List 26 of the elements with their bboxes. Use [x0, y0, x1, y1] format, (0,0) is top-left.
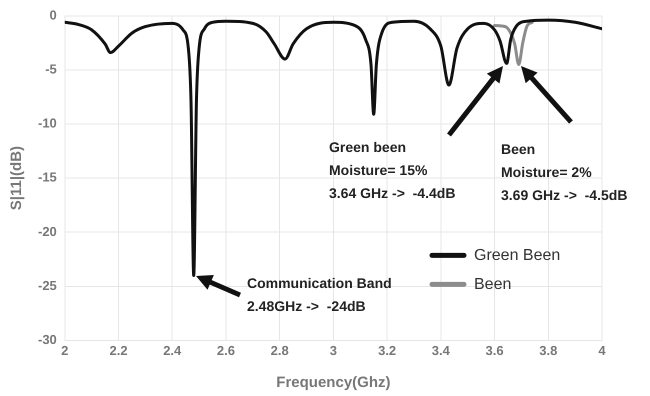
x-tick-label: 3.6 [486, 342, 504, 358]
legend-label: Green Been [474, 246, 560, 264]
x-tick-label: 4 [598, 342, 606, 358]
y-axis-title: S|11|(dB) [8, 146, 26, 210]
annotation: Green been Moisture= 15% 3.64 GHz -> -4.4dB [329, 138, 456, 201]
y-tick-label: -20 [38, 224, 57, 239]
x-tick-label: 2 [61, 342, 68, 358]
y-tick-label: -15 [38, 170, 57, 185]
x-tick-label: 2.8 [270, 342, 289, 358]
legend-label: Been [474, 276, 512, 293]
x-tick-label: 3.4 [432, 342, 451, 358]
y-tick-label: -30 [38, 332, 57, 347]
x-tick-label: 3.8 [539, 342, 558, 358]
x-tick-label: 2.4 [163, 342, 182, 358]
line-series [493, 20, 534, 66]
y-tick-label: 0 [50, 7, 57, 22]
y-tick-label: -25 [38, 278, 57, 293]
x-axis-title: Frequency(Ghz) [276, 374, 390, 392]
y-tick-label: -5 [45, 61, 57, 76]
x-tick-label: 2.6 [216, 342, 235, 358]
x-tick-label: 3.2 [378, 342, 396, 358]
x-tick-label: 2.2 [109, 342, 128, 358]
annotation: Communication Band 2.48GHz -> -24dB [247, 274, 392, 314]
y-tick-label: -10 [38, 116, 57, 131]
annotation: Been Moisture= 2% 3.69 GHz -> -4.5dB [501, 140, 628, 203]
x-tick-label: 3 [330, 342, 338, 358]
